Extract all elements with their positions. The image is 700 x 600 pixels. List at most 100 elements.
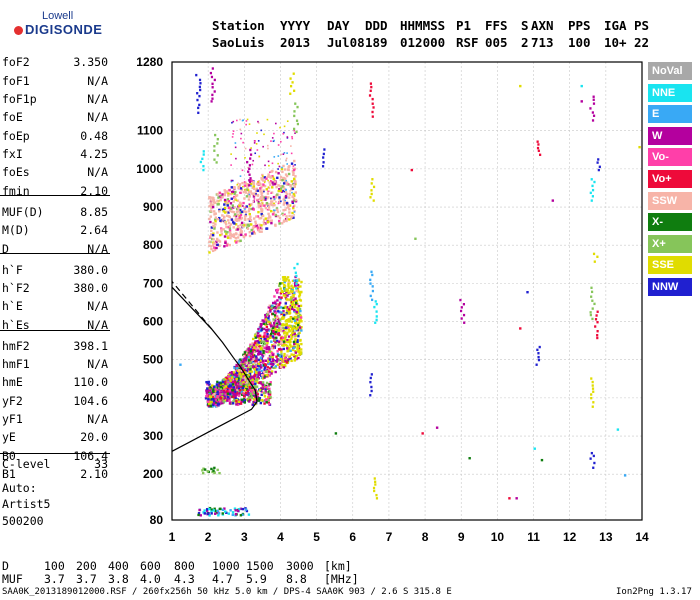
echo-dot (321, 165, 325, 168)
echo-dot (252, 208, 255, 211)
echo-dot (256, 226, 260, 229)
echo-dot (273, 343, 276, 346)
echo-dot (280, 336, 283, 340)
echo-dot (212, 390, 215, 393)
echo-dot (271, 186, 274, 189)
echo-dot (594, 318, 598, 321)
echo-dot (223, 391, 227, 395)
echo-dot (298, 293, 302, 296)
echo-dot (240, 210, 244, 214)
echo-dot (248, 203, 251, 206)
param-row: C-level 33 (2, 457, 108, 476)
echo-dot (213, 466, 216, 470)
row-value: 3.8 (108, 572, 129, 586)
echo-dot (257, 330, 261, 333)
echo-dot (270, 219, 274, 222)
echo-dot (255, 371, 258, 375)
logo-digisonde: DIGISONDE (14, 22, 102, 37)
echo-dot (221, 208, 225, 211)
echo-dot (293, 211, 296, 213)
echo-dot (252, 182, 256, 186)
echo-dot (257, 352, 260, 356)
echo-dot (538, 345, 541, 349)
header-cell: 2 (521, 35, 529, 50)
echo-dot (245, 388, 249, 391)
echo-dot (235, 157, 237, 160)
echo-dot (369, 278, 372, 282)
header-cell: 100 (568, 35, 591, 50)
echo-dot (211, 403, 215, 407)
header-cell: 10+ (604, 35, 627, 50)
echo-dot (257, 334, 260, 338)
echo-dot (293, 194, 296, 197)
echo-dot (265, 227, 269, 230)
echo-dot (249, 361, 252, 364)
echo-dot (209, 404, 213, 408)
echo-dot (260, 210, 264, 213)
echo-dot (270, 365, 273, 369)
echo-dot (262, 351, 265, 354)
echo-dot (232, 400, 235, 403)
echo-dot (216, 154, 219, 157)
echo-dot (267, 186, 270, 188)
echo-dot (282, 278, 285, 282)
echo-dot (262, 175, 264, 177)
echo-dot (296, 122, 300, 126)
echo-dot (235, 378, 238, 381)
echo-dot (237, 385, 240, 388)
echo-dot (209, 245, 213, 248)
echo-dot (290, 359, 293, 363)
echo-dot (267, 203, 270, 206)
echo-dot (589, 457, 592, 460)
echo-dot (288, 192, 292, 196)
echo-dot (297, 343, 300, 346)
echo-dot (264, 196, 268, 200)
x-tick-label: 11 (527, 530, 540, 544)
echo-dot (275, 207, 279, 210)
echo-dot (214, 386, 217, 389)
echo-dot (197, 512, 201, 515)
echo-dot (257, 327, 260, 331)
echo-dot (283, 284, 286, 287)
echo-dot (296, 318, 299, 321)
echo-dot (242, 388, 245, 392)
echo-dot (267, 190, 269, 193)
echo-dot (288, 324, 291, 327)
echo-dot (217, 196, 220, 199)
echo-dot (245, 120, 248, 122)
echo-dot (267, 357, 270, 360)
echo-dot (238, 183, 242, 186)
echo-dot (281, 178, 284, 182)
echo-dot (221, 399, 225, 403)
echo-dot (266, 390, 269, 394)
echo-dot (295, 274, 298, 278)
echo-dot (228, 390, 232, 394)
echo-dot (271, 203, 275, 207)
echo-dot (252, 359, 256, 363)
param-value: 2.64 (80, 223, 108, 237)
echo-dot (282, 213, 285, 217)
echo-dot (239, 514, 243, 517)
echo-dot (242, 395, 246, 398)
echo-dot (289, 190, 291, 192)
param-row: MUF(D) 8.85 (2, 205, 108, 224)
echo-dot (268, 350, 271, 353)
echo-dot (236, 199, 240, 202)
echo-dot (287, 183, 290, 186)
echo-dot (291, 279, 295, 283)
echo-dot (206, 470, 209, 473)
echo-dot (228, 402, 232, 405)
echo-dot (282, 360, 286, 364)
echo-dot (290, 180, 293, 183)
header-cell: 012000 (400, 35, 446, 50)
echo-dot (287, 298, 291, 302)
echo-dot (285, 215, 288, 218)
echo-dot (284, 213, 286, 216)
echo-dot (231, 121, 233, 124)
echo-dot (580, 100, 583, 103)
echo-dot (290, 353, 293, 356)
echo-dot (288, 204, 292, 207)
echo-dot (273, 295, 276, 298)
echo-dot (249, 388, 252, 392)
echo-dot (259, 381, 262, 384)
